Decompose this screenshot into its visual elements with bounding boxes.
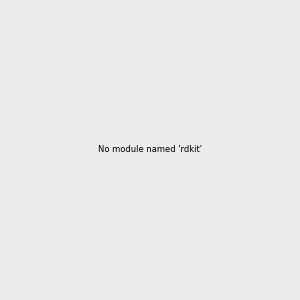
Text: No module named 'rdkit': No module named 'rdkit' [98, 146, 202, 154]
